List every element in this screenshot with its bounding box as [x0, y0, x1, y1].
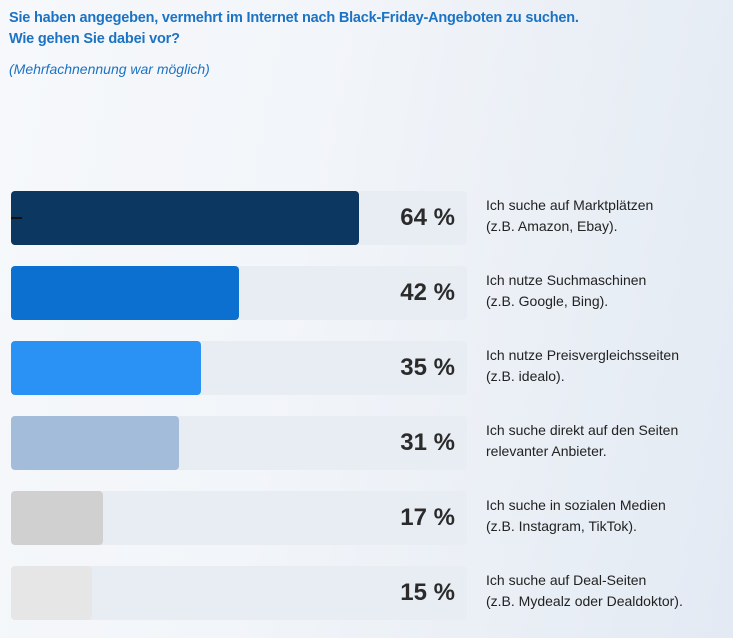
category-label: Ich suche direkt auf den Seiten relevant… [486, 420, 733, 462]
title-line-1: Sie haben angegeben, vermehrt im Interne… [9, 10, 579, 26]
category-label: Ich nutze Preisvergleichsseiten (z.B. id… [486, 345, 733, 387]
value-label: 17 % [400, 504, 455, 531]
category-label-line-2: (z.B. idealo). [486, 368, 565, 384]
bar [11, 566, 93, 620]
bar [11, 191, 359, 245]
bar-row: 15 % Ich suche auf Deal-Seiten (z.B. Myd… [11, 566, 731, 620]
chart-title: Sie haben angegeben, vermehrt im Interne… [9, 8, 729, 50]
bar [11, 416, 180, 470]
category-label: Ich nutze Suchmaschinen (z.B. Google, Bi… [486, 270, 733, 312]
category-label-line-2: (z.B. Google, Bing). [486, 293, 609, 309]
value-label: 35 % [400, 354, 455, 381]
value-label: 15 % [400, 579, 455, 606]
bar-row: 31 % Ich suche direkt auf den Seiten rel… [11, 416, 731, 470]
category-label-line-1: Ich nutze Suchmaschinen [486, 272, 647, 288]
value-label: 42 % [400, 279, 455, 306]
bar-row: 35 % Ich nutze Preisvergleichsseiten (z.… [11, 341, 731, 395]
chart-subtitle: (Mehrfachnennung war möglich) [9, 61, 210, 77]
title-line-2: Wie gehen Sie dabei vor? [9, 31, 180, 47]
category-label: Ich suche in sozialen Medien (z.B. Insta… [486, 495, 733, 537]
category-label-line-2: (z.B. Mydealz oder Dealdoktor). [486, 593, 683, 609]
bar-tick-mark [11, 217, 22, 219]
category-label: Ich suche auf Marktplätzen (z.B. Amazon,… [486, 195, 733, 237]
value-label: 31 % [400, 429, 455, 456]
bar-row: 42 % Ich nutze Suchmaschinen (z.B. Googl… [11, 266, 731, 320]
category-label-line-1: Ich suche direkt auf den Seiten [486, 422, 679, 438]
bar-row: 17 % Ich suche in sozialen Medien (z.B. … [11, 491, 731, 545]
category-label-line-2: relevanter Anbieter. [486, 443, 607, 459]
category-label-line-2: (z.B. Instagram, TikTok). [486, 518, 637, 534]
bar [11, 266, 240, 320]
category-label: Ich suche auf Deal-Seiten (z.B. Mydealz … [486, 570, 733, 612]
category-label-line-1: Ich suche auf Deal-Seiten [486, 572, 647, 588]
category-label-line-2: (z.B. Amazon, Ebay). [486, 218, 618, 234]
bar [11, 341, 202, 395]
category-label-line-1: Ich nutze Preisvergleichsseiten [486, 347, 679, 363]
bar-row: 64 % Ich suche auf Marktplätzen (z.B. Am… [11, 191, 731, 245]
value-label: 64 % [400, 204, 455, 231]
category-label-line-1: Ich suche auf Marktplätzen [486, 197, 654, 213]
bar [11, 491, 104, 545]
category-label-line-1: Ich suche in sozialen Medien [486, 497, 666, 513]
